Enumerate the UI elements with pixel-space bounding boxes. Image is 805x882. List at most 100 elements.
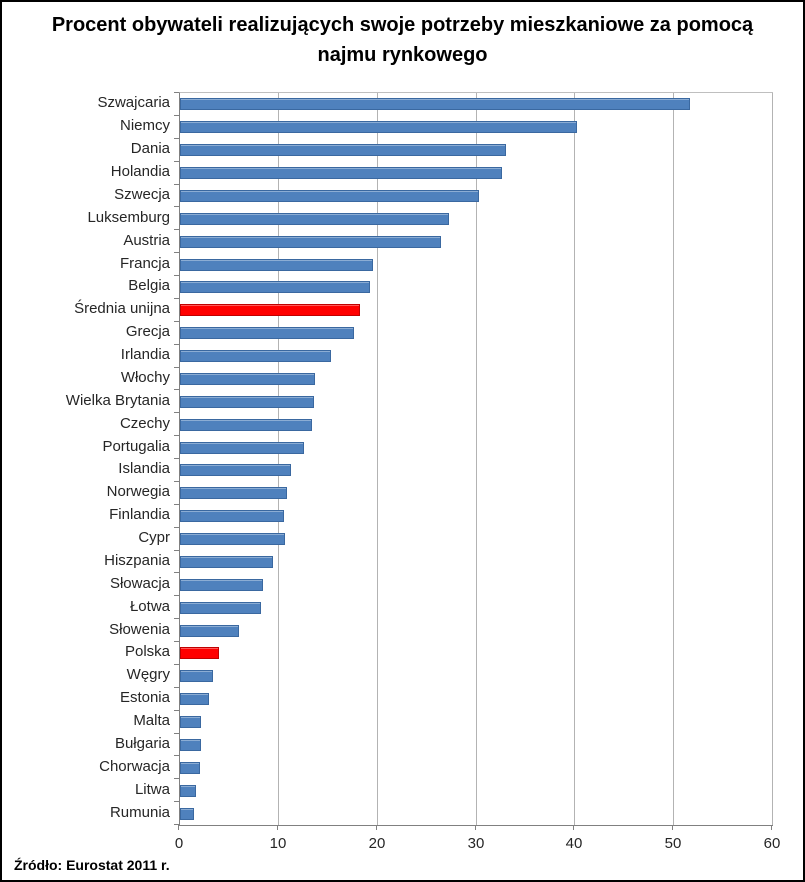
y-axis-tick (174, 298, 179, 299)
bar (180, 464, 291, 477)
y-axis-tick (174, 641, 179, 642)
x-tick-label: 10 (269, 835, 287, 852)
y-axis-tick (174, 550, 179, 551)
gridline (772, 93, 773, 825)
category-label: Słowenia (109, 620, 170, 638)
y-axis-tick (174, 687, 179, 688)
category-label: Dania (130, 140, 170, 158)
gridline (377, 93, 378, 825)
bar (180, 807, 194, 820)
x-tick-label: 20 (368, 835, 386, 852)
bar (180, 235, 441, 248)
category-label: Średnia unijna (74, 300, 170, 318)
chart-title: Procent obywateli realizujących swoje po… (51, 14, 754, 66)
category-label: Finlandia (109, 506, 170, 524)
category-label: Polska (124, 643, 170, 661)
category-label: Portugalia (102, 437, 170, 455)
y-axis-tick (174, 618, 179, 619)
x-tick-label: 30 (467, 835, 485, 852)
gridline (476, 93, 477, 825)
x-tick-label: 0 (174, 835, 184, 852)
bar (180, 441, 304, 454)
x-axis-tick (376, 825, 377, 830)
x-axis-tick (573, 825, 574, 830)
y-axis-tick (174, 435, 179, 436)
category-label: Norwegia (106, 483, 170, 501)
y-axis-tick (174, 733, 179, 734)
y-axis-tick (174, 229, 179, 230)
bar (180, 281, 370, 294)
category-label: Szwajcaria (97, 94, 170, 112)
category-label: Islandia (118, 460, 170, 478)
y-axis-tick (174, 664, 179, 665)
y-axis-tick (174, 481, 179, 482)
category-label: Łotwa (129, 597, 170, 615)
y-axis-tick (174, 412, 179, 413)
bar (180, 121, 577, 134)
category-label: Bułgaria (114, 734, 170, 752)
bar (180, 510, 284, 523)
y-axis-tick (174, 275, 179, 276)
bar (180, 693, 209, 706)
bar (180, 98, 690, 111)
bar-highlighted (180, 647, 219, 660)
category-label: Wielka Brytania (65, 391, 170, 409)
y-axis-tick (174, 115, 179, 116)
category-label: Estonia (119, 689, 170, 707)
y-axis-tick (174, 755, 179, 756)
category-label: Włochy (120, 368, 170, 386)
bar (180, 716, 201, 729)
category-label: Francja (119, 254, 170, 272)
bar (180, 784, 196, 797)
bar (180, 212, 449, 225)
y-axis-tick (174, 504, 179, 505)
y-axis-tick (174, 824, 179, 825)
y-axis-tick (174, 206, 179, 207)
bar (180, 144, 506, 157)
category-label: Litwa (134, 780, 170, 798)
category-label: Austria (123, 231, 170, 249)
category-label: Irlandia (120, 346, 170, 364)
y-axis-tick (174, 367, 179, 368)
category-label: Czechy (119, 414, 170, 432)
category-label: Grecja (125, 323, 170, 341)
y-axis-tick (174, 252, 179, 253)
bar (180, 258, 373, 271)
y-axis-tick (174, 595, 179, 596)
x-tick-label: 40 (565, 835, 583, 852)
bar (180, 418, 312, 431)
bar (180, 624, 239, 637)
bar (180, 533, 285, 546)
y-axis-tick (174, 321, 179, 322)
bar (180, 189, 479, 202)
y-axis-tick (174, 801, 179, 802)
category-label: Hiszpania (104, 551, 170, 569)
gridline (574, 93, 575, 825)
bar (180, 578, 263, 591)
bar (180, 487, 287, 500)
category-label: Słowacja (109, 574, 170, 592)
y-axis-tick (174, 527, 179, 528)
bar (180, 372, 315, 385)
category-label: Rumunia (109, 803, 170, 821)
gridline (673, 93, 674, 825)
x-axis-tick (771, 825, 772, 830)
category-label: Węgry (126, 666, 170, 684)
y-axis-tick (174, 92, 179, 93)
y-axis-tick (174, 458, 179, 459)
y-axis-tick (174, 161, 179, 162)
bar (180, 327, 354, 340)
y-axis-tick (174, 710, 179, 711)
y-axis-tick (174, 389, 179, 390)
category-label: Szwecja (114, 185, 170, 203)
gridline (278, 93, 279, 825)
bar (180, 555, 273, 568)
x-tick-label: 50 (664, 835, 682, 852)
bar (180, 601, 261, 614)
bar (180, 670, 213, 683)
bar (180, 350, 331, 363)
x-axis-tick (277, 825, 278, 830)
category-label: Cypr (138, 529, 170, 547)
category-label: Luksemburg (87, 208, 170, 226)
x-tick-label: 60 (763, 835, 781, 852)
